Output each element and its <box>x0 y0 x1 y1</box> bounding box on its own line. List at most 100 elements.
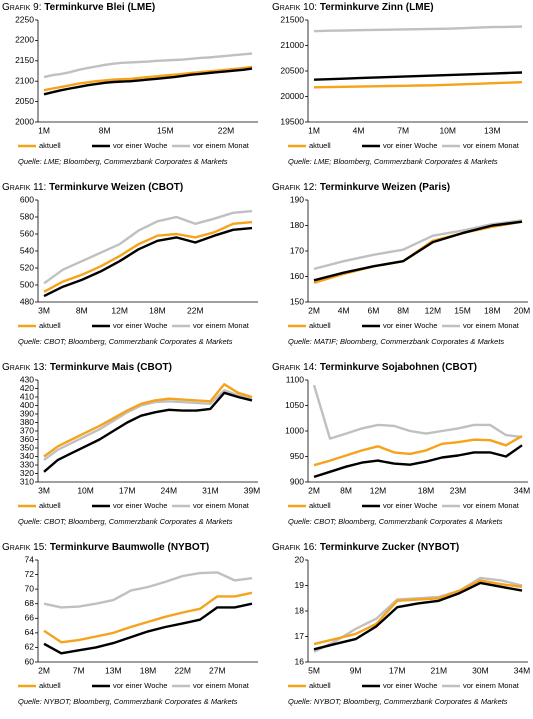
legend-label: vor einer Woche <box>383 681 437 690</box>
chart-number: Grafik 14: <box>272 362 317 373</box>
chart-heading: Terminkurve Mais (CBOT) <box>50 362 172 373</box>
y-tick-label: 580 <box>20 211 34 221</box>
chart-title: Grafik 14: Terminkurve Sojabohnen (CBOT) <box>272 362 477 373</box>
legend-label: vor einer Woche <box>383 141 437 150</box>
x-tick-label: 22M <box>174 665 191 675</box>
y-tick-label: 190 <box>290 194 304 204</box>
source-note: Quelle: NYBOT; Bloomberg, Commerzbank Co… <box>18 697 238 706</box>
x-tick-label: 9M <box>350 665 362 675</box>
series-line <box>43 391 253 473</box>
legend-label: aktuell <box>309 501 331 510</box>
y-tick-label: 340 <box>20 451 34 461</box>
chart-number: Grafik 10: <box>272 2 317 13</box>
chart-number: Grafik 11: <box>2 182 46 193</box>
series-line <box>313 581 523 651</box>
chart-heading: Terminkurve Blei (LME) <box>44 2 155 13</box>
y-tick-label: 170 <box>290 245 304 255</box>
y-tick-label: 68 <box>25 598 35 608</box>
legend-label: vor einer Woche <box>113 681 167 690</box>
chart-title: Grafik 10: Terminkurve Zinn (LME) <box>272 2 434 13</box>
y-tick-label: 16 <box>295 656 305 666</box>
y-tick-label: 600 <box>20 194 34 204</box>
y-tick-label: 64 <box>25 627 35 637</box>
chart-heading: Terminkurve Baumwolle (NYBOT) <box>50 542 209 553</box>
y-tick-label: 2050 <box>15 96 34 106</box>
legend-label: vor einem Monat <box>463 141 520 150</box>
chart-title: Grafik 9: Terminkurve Blei (LME) <box>2 2 155 13</box>
legend-label: vor einem Monat <box>193 141 250 150</box>
x-tick-label: 22M <box>187 305 204 315</box>
source-note: Quelle: LME; Bloomberg, Commerzbank Corp… <box>18 157 228 166</box>
legend-label: vor einem Monat <box>193 681 250 690</box>
y-tick-label: 2100 <box>15 75 34 85</box>
y-tick-label: 70 <box>25 583 35 593</box>
chart-heading: Terminkurve Zucker (NYBOT) <box>320 542 459 553</box>
y-tick-label: 1050 <box>285 400 304 410</box>
legend-label: vor einer Woche <box>383 501 437 510</box>
y-tick-label: 400 <box>20 400 34 410</box>
series-line <box>43 220 253 293</box>
x-tick-label: 5M <box>308 665 320 675</box>
series-line <box>313 81 523 89</box>
y-tick-label: 21500 <box>280 14 304 24</box>
y-tick-label: 66 <box>25 613 35 623</box>
y-tick-label: 540 <box>20 245 34 255</box>
x-tick-label: 4M <box>338 305 350 315</box>
chart-title: Grafik 15: Terminkurve Baumwolle (NYBOT) <box>2 542 209 553</box>
x-tick-label: 13M <box>105 665 122 675</box>
y-tick-label: 500 <box>20 279 34 289</box>
x-tick-label: 12M <box>425 305 442 315</box>
x-tick-label: 7M <box>73 665 85 675</box>
x-tick-label: 2M <box>308 485 320 495</box>
y-tick-label: 2250 <box>15 14 34 24</box>
y-tick-label: 2150 <box>15 55 34 65</box>
legend-label: aktuell <box>309 141 331 150</box>
y-tick-label: 350 <box>20 442 34 452</box>
y-tick-label: 320 <box>20 468 34 478</box>
series-line <box>43 226 253 298</box>
series-line <box>43 209 253 285</box>
source-note: Quelle: CBOT; Bloomberg, Commerzbank Cor… <box>288 517 503 526</box>
y-tick-label: 560 <box>20 228 34 238</box>
y-tick-label: 150 <box>290 296 304 306</box>
series-line <box>43 65 253 92</box>
x-tick-label: 8M <box>340 485 352 495</box>
source-note: Quelle: CBOT; Bloomberg, Commerzbank Cor… <box>18 337 233 346</box>
x-tick-label: 12M <box>111 305 128 315</box>
y-tick-label: 420 <box>20 383 34 393</box>
y-tick-label: 160 <box>290 271 304 281</box>
y-tick-label: 21000 <box>280 40 304 50</box>
x-tick-label: 8M <box>99 125 111 135</box>
legend-label: vor einem Monat <box>463 321 520 330</box>
chart-number: Grafik 16: <box>272 542 317 553</box>
y-tick-label: 72 <box>25 569 35 579</box>
legend-label: vor einer Woche <box>383 321 437 330</box>
y-tick-label: 390 <box>20 408 34 418</box>
source-note: Quelle: CBOT; Bloomberg, Commerzbank Cor… <box>18 517 233 526</box>
y-tick-label: 950 <box>290 451 304 461</box>
x-tick-label: 15M <box>157 125 174 135</box>
x-tick-label: 31M <box>202 485 219 495</box>
y-tick-label: 330 <box>20 459 34 469</box>
x-tick-label: 10M <box>77 485 94 495</box>
series-line <box>313 220 523 282</box>
x-tick-label: 3M <box>38 485 50 495</box>
y-tick-label: 74 <box>25 554 35 564</box>
chart-title: Grafik 16: Terminkurve Zucker (NYBOT) <box>272 542 459 553</box>
y-tick-label: 62 <box>25 642 35 652</box>
series-line <box>43 602 253 655</box>
series-line <box>43 52 253 79</box>
x-tick-label: 23M <box>450 485 467 495</box>
y-tick-label: 18 <box>295 605 305 615</box>
y-tick-label: 60 <box>25 656 35 666</box>
legend-label: aktuell <box>309 681 331 690</box>
legend-label: vor einer Woche <box>113 501 167 510</box>
chart-heading: Terminkurve Weizen (Paris) <box>320 182 450 193</box>
series-line <box>43 67 253 96</box>
x-tick-label: 2M <box>308 305 320 315</box>
y-tick-label: 19 <box>295 580 305 590</box>
x-tick-label: 10M <box>439 125 456 135</box>
y-tick-label: 900 <box>290 476 304 486</box>
y-tick-label: 20000 <box>280 91 304 101</box>
